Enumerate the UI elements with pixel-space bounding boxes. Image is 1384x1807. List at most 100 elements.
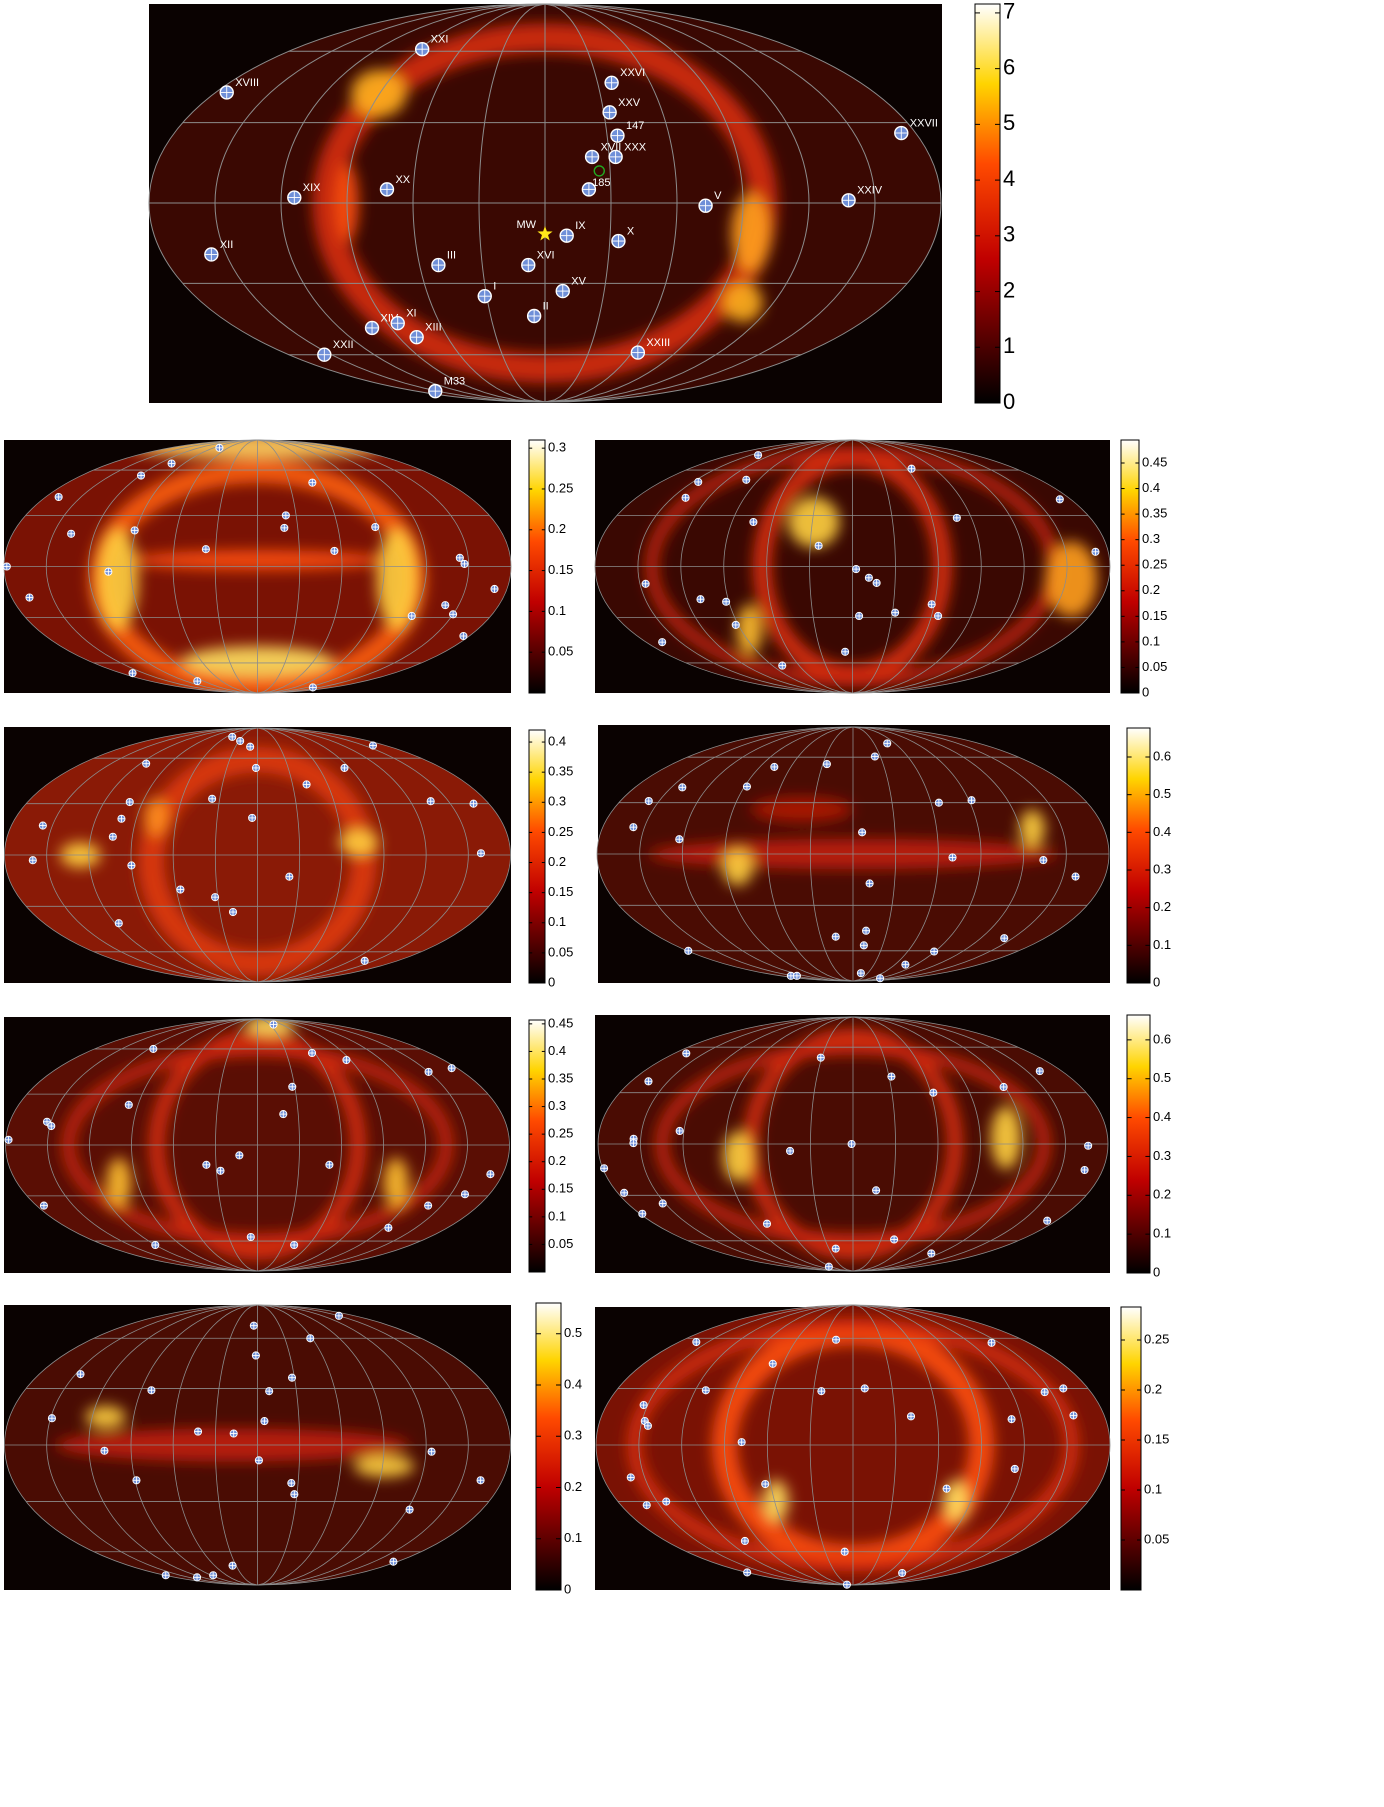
colorbar-tick-label: 0.05 [1142, 659, 1167, 674]
colorbar [528, 729, 546, 984]
colorbar-tick-label: 0.1 [548, 1208, 566, 1223]
sky-map-panel: 0 0.05 0.1 0.15 0.2 0.25 0.3 0.35 0.4 0.45 [594, 439, 1167, 699]
point-label: XXIV [857, 185, 883, 197]
colorbar-tick-label: 0.1 [548, 603, 566, 618]
colorbar-tick-label: 0.3 [1142, 531, 1160, 546]
point-label: V [714, 190, 722, 202]
glow-blob [731, 193, 771, 273]
point-label: I [493, 281, 496, 293]
point-label: XXVII [910, 117, 938, 129]
point-label: III [447, 249, 456, 261]
colorbar [1126, 1014, 1151, 1274]
colorbar-tick-label: 0.4 [1153, 1109, 1171, 1124]
point-label: XXVI [620, 67, 645, 79]
map-outline [597, 1016, 1109, 1272]
graticule [597, 1016, 1109, 1272]
glow-blob [763, 1480, 789, 1522]
colorbar-tick-label: 0.1 [1144, 1481, 1162, 1496]
colorbar-tick-label: 0.3 [1153, 861, 1171, 876]
colorbar-tick-label: 0.35 [1142, 506, 1167, 521]
colorbar [528, 439, 546, 694]
colorbar-tick-label: 0.4 [1153, 824, 1171, 839]
point-label: XXIII [646, 337, 670, 349]
graticule [596, 726, 1110, 982]
glow-blob [97, 528, 139, 630]
colorbar-tick-label: 0.2 [548, 1153, 566, 1168]
colorbar-tick-label: 0.4 [548, 1043, 566, 1058]
colorbar-tick-label: 0.3 [548, 440, 566, 455]
intensity-glow [648, 796, 1058, 886]
point-label: XI [406, 308, 416, 320]
colorbar-tick-label: 0.25 [548, 480, 573, 495]
colorbar-tick-label: 0.2 [1142, 582, 1160, 597]
colorbar-tick-label: 0.5 [1153, 786, 1171, 801]
map-outline [5, 1018, 510, 1272]
glow-blob [736, 604, 763, 656]
glow-blob [376, 528, 418, 630]
colorbar-tick-label: 0.2 [548, 854, 566, 869]
colorbar [528, 1019, 546, 1273]
colorbar-tick-label: 0.1 [548, 914, 566, 929]
sky-map-panel: 0 0.1 0.2 0.3 0.4 0.5 [4, 1302, 582, 1596]
glow-blob [85, 1405, 126, 1429]
sky-map-panel: 0.05 0.1 0.15 0.2 0.25 0.3 [2, 439, 573, 694]
sky-map-panel: 0.05 0.1 0.15 0.2 0.25 [595, 1304, 1169, 1591]
glow-blob [750, 796, 853, 823]
colorbar-tick-label: 0.2 [1153, 899, 1171, 914]
colorbar-tick-label: 0 [1003, 389, 1015, 414]
colorbar-tick-label: 0.25 [1144, 1331, 1169, 1346]
colorbar-tick-label: 6 [1003, 54, 1015, 79]
colorbar-tick-label: 5 [1003, 110, 1015, 135]
colorbar-tick-label: 0.2 [548, 521, 566, 536]
colorbar-tick-label: 0.3 [548, 794, 566, 809]
point-label: IX [575, 220, 586, 232]
colorbar-tick-label: 0.1 [1142, 633, 1160, 648]
colorbar-tick-label: 0.6 [1153, 1031, 1171, 1046]
point-label: XIII [425, 322, 442, 334]
milky-way-label: MW [516, 219, 536, 231]
point-label: XIX [303, 182, 321, 194]
glow-blob [106, 1157, 132, 1209]
colorbar-tick-label: 4 [1003, 166, 1015, 191]
point-label: XXX [624, 141, 647, 153]
colorbar-tick-label: 7 [1003, 0, 1015, 24]
glow-blob [1045, 541, 1098, 618]
map-outline [148, 3, 942, 403]
point-label: XVIII [235, 77, 259, 89]
map-outline [4, 727, 511, 983]
colorbar [535, 1302, 562, 1591]
glow-blob [383, 1157, 409, 1209]
colorbar [1120, 1306, 1142, 1591]
glow-blob [788, 496, 840, 548]
sky-map-panel: 0 0.05 0.1 0.15 0.2 0.25 0.3 0.35 0.4 [4, 727, 573, 989]
colorbar-tick-label: 0.05 [548, 944, 573, 959]
graticule [594, 439, 1111, 694]
open-circle-marker [593, 165, 605, 177]
colorbar-tick-label: 0.5 [564, 1325, 582, 1340]
glow-blob [722, 847, 754, 886]
colorbar-tick-label: 0 [1142, 684, 1149, 699]
glow-blob [143, 797, 169, 836]
point-label: M33 [444, 376, 465, 388]
colorbar-tick-label: 0.25 [1142, 557, 1167, 572]
sky-map-panel: 0 0.1 0.2 0.3 0.4 0.5 0.6 [595, 1014, 1171, 1279]
colorbar-tick-label: 0.35 [548, 764, 573, 779]
colorbar-tick-label: 0 [1153, 1264, 1160, 1279]
sky-map-panel: 0 0.1 0.2 0.3 0.4 0.5 0.6 [596, 725, 1171, 989]
point-label: XX [395, 174, 410, 186]
colorbar-tick-label: 0 [548, 974, 555, 989]
point-label: XV [571, 275, 586, 287]
sky-map-panel: 0.05 0.1 0.15 0.2 0.25 0.3 0.35 0.4 0.45 [4, 1015, 573, 1273]
glow-blob [723, 282, 763, 323]
point-label: X [627, 225, 635, 237]
point-label: II [543, 300, 549, 312]
point-label: 147 [626, 120, 644, 132]
colorbar [1120, 439, 1140, 694]
colorbar-tick-label: 0.5 [1153, 1070, 1171, 1085]
colorbar-tick-label: 0.3 [548, 1098, 566, 1113]
colorbar-tick-label: 0.15 [548, 1181, 573, 1196]
colorbar-tick-label: 0.6 [1153, 748, 1171, 763]
glow-blob [990, 1105, 1022, 1170]
colorbar-tick-label: 3 [1003, 222, 1015, 247]
